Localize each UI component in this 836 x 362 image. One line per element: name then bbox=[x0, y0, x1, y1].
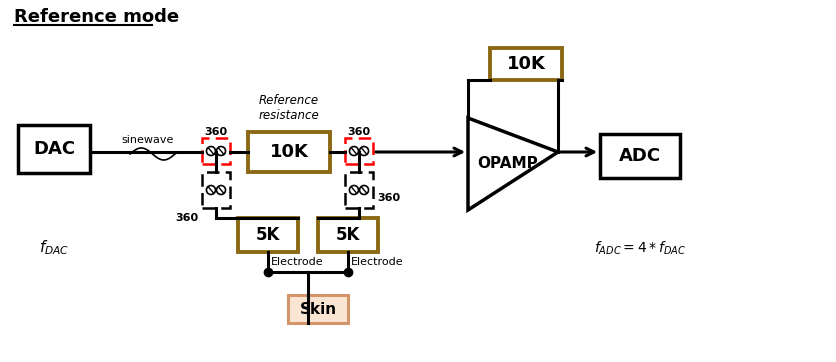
Circle shape bbox=[349, 147, 358, 156]
Text: 360: 360 bbox=[204, 127, 227, 137]
Circle shape bbox=[206, 147, 215, 156]
Text: DAC: DAC bbox=[33, 140, 75, 158]
Text: $f_{DAC}$: $f_{DAC}$ bbox=[38, 239, 69, 257]
Bar bbox=[344, 172, 373, 208]
Bar bbox=[344, 138, 373, 164]
Circle shape bbox=[206, 185, 215, 194]
Text: 10K: 10K bbox=[269, 143, 308, 161]
Text: 10K: 10K bbox=[506, 55, 545, 73]
Text: resistance: resistance bbox=[258, 109, 319, 122]
Circle shape bbox=[359, 147, 368, 156]
Text: 5K: 5K bbox=[335, 226, 359, 244]
Bar bbox=[237, 218, 298, 252]
Text: OPAMP: OPAMP bbox=[477, 156, 538, 172]
Bar bbox=[201, 172, 230, 208]
Bar bbox=[318, 218, 378, 252]
Bar bbox=[288, 295, 348, 323]
Text: Reference: Reference bbox=[258, 93, 319, 106]
Bar bbox=[18, 125, 90, 173]
Circle shape bbox=[359, 185, 368, 194]
Bar bbox=[247, 132, 329, 172]
Bar bbox=[599, 134, 679, 178]
Text: Electrode: Electrode bbox=[350, 257, 403, 267]
Circle shape bbox=[217, 185, 225, 194]
Text: 360: 360 bbox=[347, 127, 370, 137]
Text: 360: 360 bbox=[376, 193, 400, 203]
Text: sinewave: sinewave bbox=[122, 135, 174, 145]
Circle shape bbox=[217, 147, 225, 156]
Text: Skin: Skin bbox=[299, 302, 336, 316]
Bar bbox=[489, 48, 561, 80]
Circle shape bbox=[349, 185, 358, 194]
Text: Electrode: Electrode bbox=[271, 257, 324, 267]
Text: 5K: 5K bbox=[256, 226, 280, 244]
Text: ADC: ADC bbox=[618, 147, 660, 165]
Text: 360: 360 bbox=[175, 213, 198, 223]
Bar bbox=[201, 138, 230, 164]
Text: $f_{ADC} = 4 * f_{DAC}$: $f_{ADC} = 4 * f_{DAC}$ bbox=[594, 239, 686, 257]
Text: Reference mode: Reference mode bbox=[14, 8, 179, 26]
